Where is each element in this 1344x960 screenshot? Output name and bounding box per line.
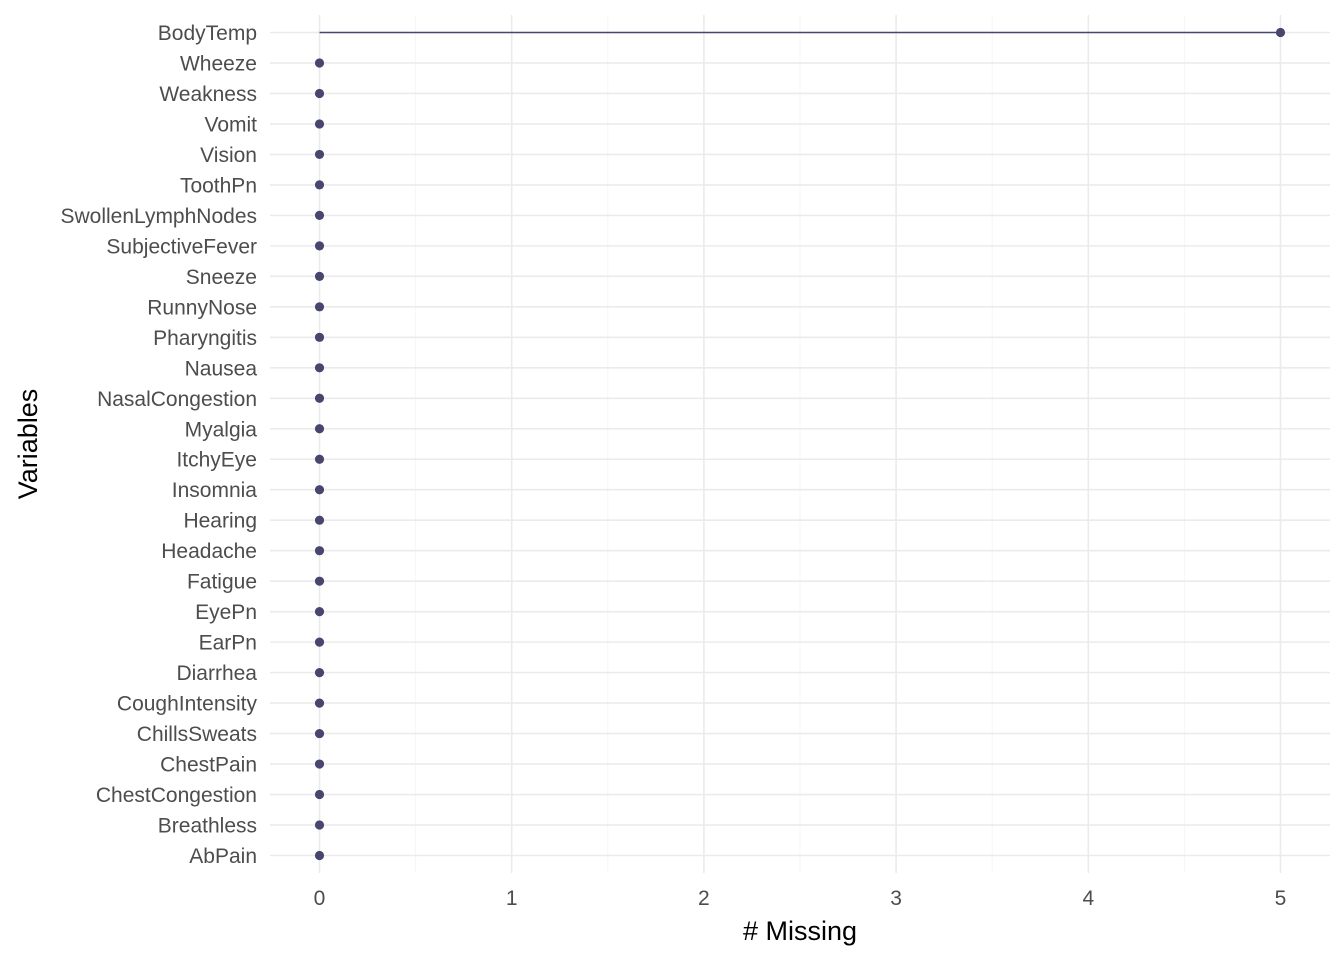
- lollipop-point: [314, 668, 325, 678]
- y-tick-label: ToothPn: [180, 174, 257, 197]
- y-tick-label: SubjectiveFever: [106, 235, 257, 258]
- lollipop-point: [314, 424, 325, 434]
- lollipop-point: [314, 149, 325, 160]
- y-tick-label: Vision: [200, 144, 257, 167]
- lollipop-point: [314, 180, 325, 190]
- lollipop-point: [314, 728, 325, 739]
- x-tick-label: 1: [506, 887, 518, 910]
- y-tick-label: CoughIntensity: [117, 693, 258, 716]
- lollipop-points: [314, 27, 1286, 861]
- lollipop-point: [314, 393, 325, 403]
- y-tick-label: Nausea: [185, 357, 258, 380]
- lollipop-point: [314, 332, 325, 342]
- y-tick-label: ChillsSweats: [137, 723, 257, 746]
- y-tick-label: EyePn: [195, 601, 257, 624]
- y-tick-label: RunnyNose: [147, 296, 257, 319]
- lollipop-point: [314, 88, 325, 99]
- x-tick-label: 2: [698, 887, 710, 910]
- lollipop-point: [314, 607, 325, 617]
- y-tick-label: Fatigue: [187, 571, 257, 594]
- lollipop-point: [314, 271, 325, 281]
- lollipop-point: [314, 119, 325, 129]
- y-tick-label: Weakness: [159, 83, 257, 106]
- x-tick-label: 0: [314, 887, 326, 910]
- y-tick-label: SwollenLymphNodes: [61, 205, 258, 228]
- y-tick-label: Insomnia: [172, 479, 258, 502]
- y-tick-label: Pharyngitis: [153, 327, 257, 350]
- y-tick-labels: BodyTemp Wheeze Weakness Vomit Vision ToothPn…: [61, 22, 258, 868]
- lollipop-point: [314, 210, 325, 220]
- lollipop-point: [314, 454, 325, 464]
- y-tick-label: Wheeze: [180, 52, 257, 75]
- y-tick-label: ChestPain: [160, 754, 257, 777]
- lollipop-point: [314, 363, 325, 373]
- y-tick-label: BodyTemp: [158, 22, 257, 45]
- x-axis-title: # Missing: [743, 916, 857, 946]
- y-tick-label: Breathless: [158, 815, 257, 838]
- lollipop-point: [314, 241, 325, 251]
- lollipop-point: [314, 759, 325, 769]
- lollipop-point: [314, 485, 325, 495]
- y-tick-label: Myalgia: [185, 418, 258, 441]
- y-tick-label: Hearing: [183, 510, 257, 533]
- lollipop-point: [314, 546, 325, 556]
- lollipop-point: [314, 302, 325, 312]
- x-tick-label: 3: [890, 887, 902, 910]
- lollipop-point: [314, 850, 325, 861]
- lollipop-point: [314, 698, 325, 708]
- y-tick-label: Vomit: [204, 113, 257, 136]
- lollipop-point: [1275, 27, 1286, 38]
- x-tick-label: 4: [1082, 887, 1094, 910]
- lollipop-point: [314, 576, 325, 586]
- y-tick-label: AbPain: [189, 845, 257, 868]
- y-tick-label: ItchyEye: [176, 449, 257, 472]
- y-tick-label: NasalCongestion: [97, 388, 257, 411]
- grid-lines: [270, 15, 1330, 873]
- y-tick-label: ChestCongestion: [96, 784, 257, 807]
- lollipop-point: [314, 515, 325, 525]
- lollipop-segments: [319, 31, 1281, 34]
- y-tick-label: EarPn: [199, 632, 257, 655]
- lollipop-point: [314, 637, 325, 647]
- y-tick-label: Sneeze: [186, 266, 257, 289]
- y-tick-label: Diarrhea: [176, 662, 257, 685]
- lollipop-point: [314, 820, 325, 830]
- y-tick-label: Headache: [161, 540, 257, 563]
- x-tick-labels: 0 1 2 3 4 5: [314, 887, 1287, 910]
- x-tick-label: 5: [1275, 887, 1287, 910]
- lollipop-point: [314, 58, 325, 68]
- lollipop-point: [314, 789, 325, 800]
- y-axis-title: Variables: [13, 389, 43, 500]
